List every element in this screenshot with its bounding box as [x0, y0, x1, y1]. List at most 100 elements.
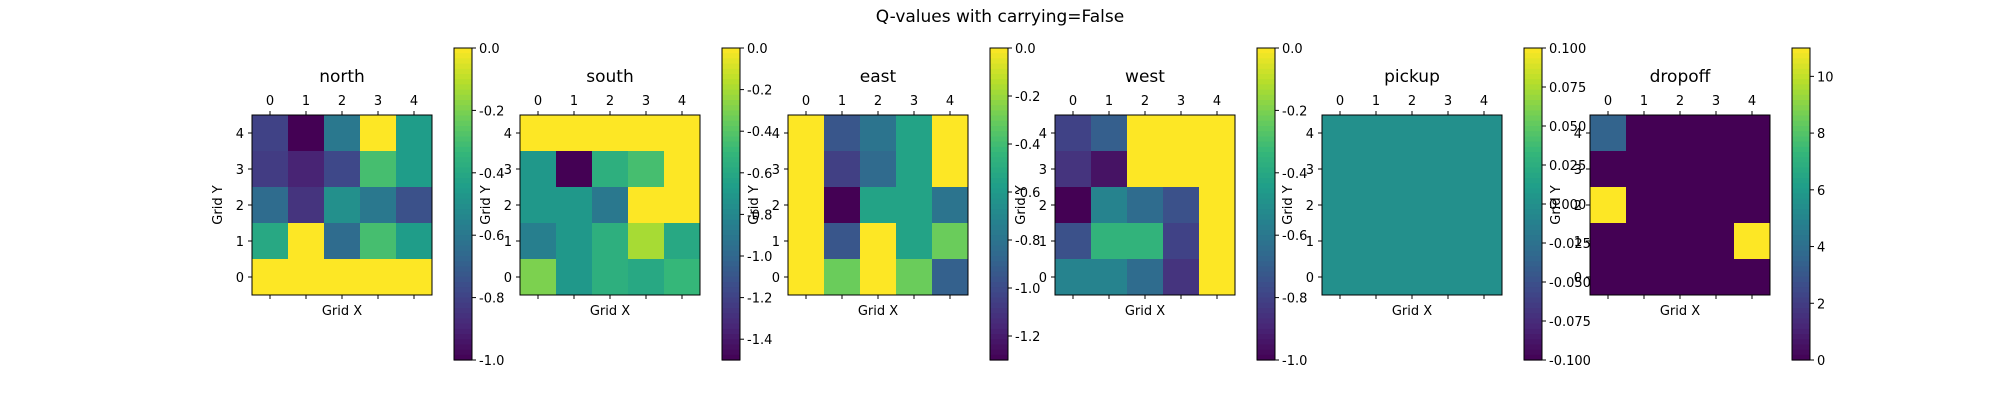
colorbar-segment [990, 84, 1008, 91]
colorbar-tick-label: -0.6 [479, 229, 504, 244]
colorbar-segment [1792, 157, 1810, 163]
colorbar-segment [722, 214, 740, 221]
colorbar-segment [1257, 344, 1275, 351]
colorbar-segment [1524, 136, 1542, 143]
heatmap-cell [1322, 259, 1359, 296]
y-tick-label: 2 [1039, 199, 1047, 214]
x-tick-label: 3 [1444, 94, 1452, 109]
colorbar-segment [454, 354, 472, 361]
colorbar-segment [1524, 141, 1542, 148]
colorbar-segment [990, 282, 1008, 288]
colorbar-segment [990, 172, 1008, 179]
colorbar-segment [454, 334, 472, 340]
colorbar-segment [1524, 198, 1542, 205]
x-tick-label: 0 [1069, 94, 1077, 109]
colorbar-segment [1257, 94, 1275, 101]
x-tick-label: 0 [802, 94, 810, 109]
colorbar-segment [454, 126, 472, 132]
colorbar-segment [990, 63, 1008, 70]
colorbar-segment [1524, 261, 1542, 267]
colorbar-segment [990, 157, 1008, 163]
colorbar-segment [1792, 297, 1810, 304]
colorbar-tick-label: 0.075 [1549, 81, 1586, 96]
colorbar-segment [454, 141, 472, 148]
colorbar-segment [454, 100, 472, 106]
panel-title: dropoff [1650, 67, 1712, 87]
heatmap-cell [360, 187, 397, 224]
colorbar-segment [990, 193, 1008, 200]
colorbar-segment [1257, 328, 1275, 335]
colorbar-segment [1792, 146, 1810, 153]
x-tick-label: 2 [606, 94, 614, 109]
heatmap-cell [1734, 115, 1771, 152]
heatmap-cell [860, 115, 897, 152]
colorbar-segment [454, 157, 472, 163]
colorbar-segment [1792, 235, 1810, 241]
colorbar-segment [454, 105, 472, 111]
colorbar-segment [1257, 261, 1275, 267]
colorbar-segment [722, 292, 740, 299]
colorbar-segment [1792, 308, 1810, 314]
colorbar-segment [1524, 126, 1542, 132]
colorbar-segment [1524, 323, 1542, 330]
colorbar-segment [1524, 354, 1542, 361]
colorbar-segment [454, 162, 472, 169]
heatmap-cell [520, 151, 557, 188]
colorbar-segment [1524, 188, 1542, 195]
heatmap-cell [1199, 151, 1236, 188]
colorbar-segment [722, 271, 740, 278]
colorbar-segment [1792, 53, 1810, 59]
heatmap-cell [1430, 115, 1467, 152]
heatmap-cell [896, 115, 933, 152]
colorbar-segment [1792, 48, 1810, 54]
x-axis-label: Grid X [322, 304, 362, 319]
heatmap-cell [252, 151, 289, 188]
heatmap-cell [324, 115, 361, 152]
colorbar-segment [1524, 266, 1542, 273]
colorbar-segment [1792, 318, 1810, 325]
colorbar-segment [454, 146, 472, 153]
heatmap-cell [252, 115, 289, 152]
colorbar-segment [1257, 79, 1275, 85]
colorbar-segment [454, 256, 472, 262]
heatmap-cell [1662, 151, 1699, 188]
colorbar-segment [1524, 94, 1542, 101]
heatmap-cell [932, 259, 969, 296]
colorbar-segment [454, 178, 472, 184]
colorbar-segment [722, 146, 740, 153]
y-tick-label: 1 [236, 235, 244, 250]
y-axis-label: Grid Y [1014, 185, 1029, 224]
colorbar-tick-label: -0.8 [479, 292, 504, 307]
colorbar-segment [722, 256, 740, 262]
colorbar-segment [454, 271, 472, 278]
colorbar-segment [990, 302, 1008, 309]
y-tick-label: 0 [1574, 271, 1582, 286]
colorbar-segment [1792, 323, 1810, 330]
colorbar-segment [722, 230, 740, 236]
heatmap-cell [1127, 151, 1164, 188]
heatmap-cell [1698, 115, 1735, 152]
heatmap-cell [788, 151, 825, 188]
heatmap-cell [788, 115, 825, 152]
colorbar-segment [1257, 287, 1275, 293]
colorbar-segment [1257, 105, 1275, 111]
heatmap-cell [324, 223, 361, 260]
colorbar-segment [1257, 230, 1275, 236]
colorbar-tick-label: -0.2 [1282, 104, 1307, 119]
colorbar-segment [454, 302, 472, 309]
heatmap-cell [324, 151, 361, 188]
colorbar-segment [454, 245, 472, 252]
x-tick-label: 4 [1213, 94, 1221, 109]
colorbar-segment [1792, 152, 1810, 158]
panel-title: west [1125, 67, 1165, 87]
colorbar-segment [990, 183, 1008, 189]
colorbar-tick-label: -0.8 [1015, 234, 1040, 249]
y-tick-label: 4 [1306, 127, 1314, 142]
colorbar-segment [1792, 115, 1810, 122]
heatmap-cell [1394, 151, 1431, 188]
colorbar-segment [454, 172, 472, 179]
colorbar-segment [722, 131, 740, 137]
colorbar-segment [722, 136, 740, 143]
colorbar-segment [1257, 349, 1275, 356]
